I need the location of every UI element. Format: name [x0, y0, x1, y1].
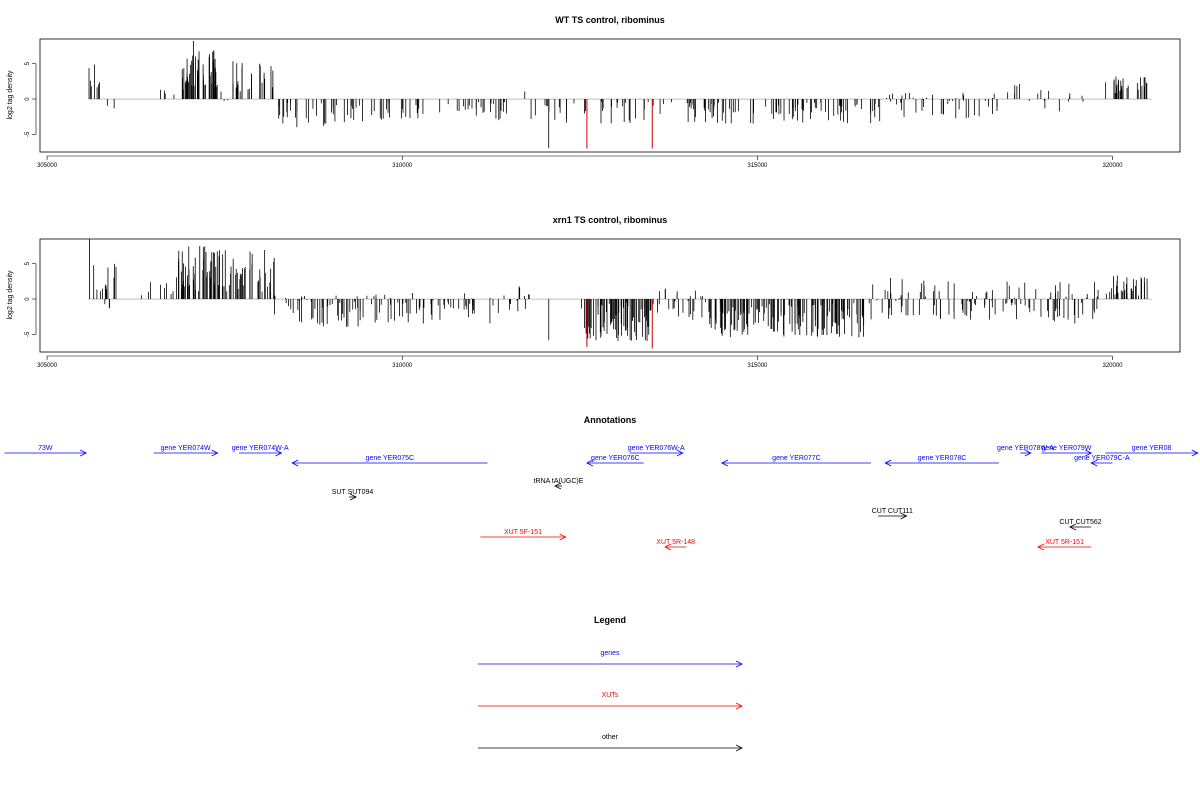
annotation-feature: gene YER079C-A — [1074, 455, 1130, 467]
wt-density-bars — [88, 40, 1152, 149]
feature-arrowhead — [664, 543, 672, 551]
annotation-feature: gene YER074W-A — [232, 445, 289, 457]
annotation-feature: gene YER076C — [586, 455, 644, 467]
annotation-feature: CUT CUT562 — [1059, 519, 1102, 531]
feature-label: SUT SUT094 — [332, 489, 374, 496]
feature-label: XUT 5F-151 — [504, 529, 542, 536]
feature-label: gene YER079C-A — [1074, 455, 1130, 462]
legend-item-label: XUTs — [602, 692, 619, 699]
annotation-feature: gene YER074W — [153, 445, 219, 457]
legend-item-label: genes — [600, 650, 620, 657]
annotation-feature: XUT 5F-151 — [480, 529, 567, 541]
annotations-track: Annotations 73W gene YER074W gene YER074W-… — [4, 415, 1199, 551]
annotation-feature: gene YER079W — [1041, 445, 1093, 457]
y-tick-label: -5 — [25, 331, 31, 337]
feature-arrowhead — [349, 493, 357, 501]
feature-arrowhead — [1024, 449, 1032, 457]
annotation-feature: 73W — [4, 445, 88, 457]
annotation-feature: tRNA tA(UGC)E — [534, 478, 584, 490]
feature-label: gene YER075C — [366, 455, 415, 462]
xrn1-density-panel: xrn1 TS control, ribominus log2 tag dens… — [7, 215, 1181, 369]
wt-panel-title: WT TS control, ribominus — [555, 15, 665, 25]
legend-arrowhead — [735, 660, 743, 668]
annotation-feature: gene YER078W-A — [997, 445, 1054, 457]
x-tick-label: 315000 — [747, 363, 768, 369]
feature-label: gene YER08 — [1132, 445, 1172, 452]
feature-arrowhead — [291, 459, 299, 467]
feature-label: gene YER074W-A — [232, 445, 289, 452]
legend: Legend genes XUTs other — [478, 615, 743, 752]
feature-label: gene YER078W-A — [997, 445, 1054, 452]
feature-arrowhead — [720, 459, 729, 467]
feature-arrowhead — [900, 512, 908, 520]
wt-density-panel: WT TS control, ribominus log2 tag densit… — [7, 15, 1181, 169]
feature-label: gene YER074W — [161, 445, 211, 452]
feature-arrowhead — [1069, 523, 1077, 531]
x-tick-label: 320000 — [1103, 363, 1124, 369]
feature-label: 73W — [38, 445, 53, 452]
y-tick-label: 0 — [25, 97, 31, 101]
xrn1-axes: 305000 310000 315000 320000 5 0 -5 — [25, 261, 1123, 369]
legend-item-label: other — [602, 734, 619, 741]
annotation-feature: XUT 5R-148 — [656, 539, 695, 551]
feature-arrowhead — [275, 449, 283, 457]
wt-axes: 305000 310000 315000 320000 5 0 -5 — [25, 61, 1123, 169]
feature-arrowhead — [884, 459, 892, 467]
y-tick-label: 0 — [25, 297, 31, 301]
wt-y-axis-label: log2 tag density — [7, 70, 14, 120]
wt-plot-frame — [39, 38, 1181, 153]
xrn1-y-axis-label: log2 tag density — [7, 270, 14, 320]
annotation-feature: XUT 5R-151 — [1037, 539, 1092, 551]
annotation-feature: gene YER08 — [1105, 445, 1199, 457]
feature-arrowhead — [1191, 449, 1199, 457]
feature-label: gene YER078C — [918, 455, 967, 462]
annotations-title: Annotations — [584, 415, 637, 425]
legend-items: genes XUTs other — [478, 650, 743, 752]
feature-arrowhead — [586, 459, 594, 467]
legend-item: XUTs — [478, 692, 743, 710]
annotation-features: 73W gene YER074W gene YER074W-A gene YER075… — [4, 445, 1199, 551]
feature-arrowhead — [1085, 449, 1093, 457]
legend-title: Legend — [594, 615, 626, 625]
feature-label: gene YER076C — [591, 455, 640, 462]
annotation-feature: SUT SUT094 — [332, 489, 374, 501]
feature-label: tRNA tA(UGC)E — [534, 478, 584, 485]
feature-arrowhead — [676, 449, 684, 457]
legend-arrowhead — [735, 744, 743, 752]
x-tick-label: 320000 — [1103, 163, 1124, 169]
feature-label: XUT 5R-151 — [1045, 539, 1084, 546]
feature-arrowhead — [554, 482, 562, 490]
y-tick-label: -5 — [25, 131, 31, 137]
x-tick-label: 305000 — [37, 363, 58, 369]
x-tick-label: 305000 — [37, 163, 58, 169]
y-tick-label: 5 — [25, 261, 31, 265]
annotation-feature: gene YER077C — [720, 455, 872, 467]
annotation-feature: gene YER075C — [291, 455, 488, 467]
feature-arrowhead — [559, 533, 567, 541]
annotation-feature: gene YER076W-A — [628, 445, 685, 457]
x-tick-label: 310000 — [392, 163, 413, 169]
annotation-feature: CUT CUT111 — [872, 508, 913, 520]
xrn1-plot-frame — [39, 238, 1181, 353]
feature-label: CUT CUT111 — [872, 508, 913, 515]
xrn1-density-bars — [88, 239, 1152, 349]
feature-arrowhead — [1037, 543, 1045, 551]
x-tick-label: 310000 — [392, 363, 413, 369]
feature-label: gene YER077C — [772, 455, 821, 462]
feature-label: XUT 5R-148 — [656, 539, 695, 546]
feature-arrowhead — [211, 449, 219, 457]
annotation-feature: gene YER078C — [884, 455, 999, 467]
feature-label: gene YER079W — [1041, 445, 1091, 452]
feature-label: CUT CUT562 — [1059, 519, 1101, 526]
feature-arrowhead — [79, 449, 88, 457]
legend-item: genes — [478, 650, 743, 668]
legend-arrowhead — [735, 702, 743, 710]
x-tick-label: 315000 — [747, 163, 768, 169]
legend-item: other — [478, 734, 743, 752]
feature-arrowhead — [1090, 459, 1098, 467]
xrn1-panel-title: xrn1 TS control, ribominus — [553, 215, 668, 225]
feature-label: gene YER076W-A — [628, 445, 685, 452]
y-tick-label: 5 — [25, 61, 31, 65]
